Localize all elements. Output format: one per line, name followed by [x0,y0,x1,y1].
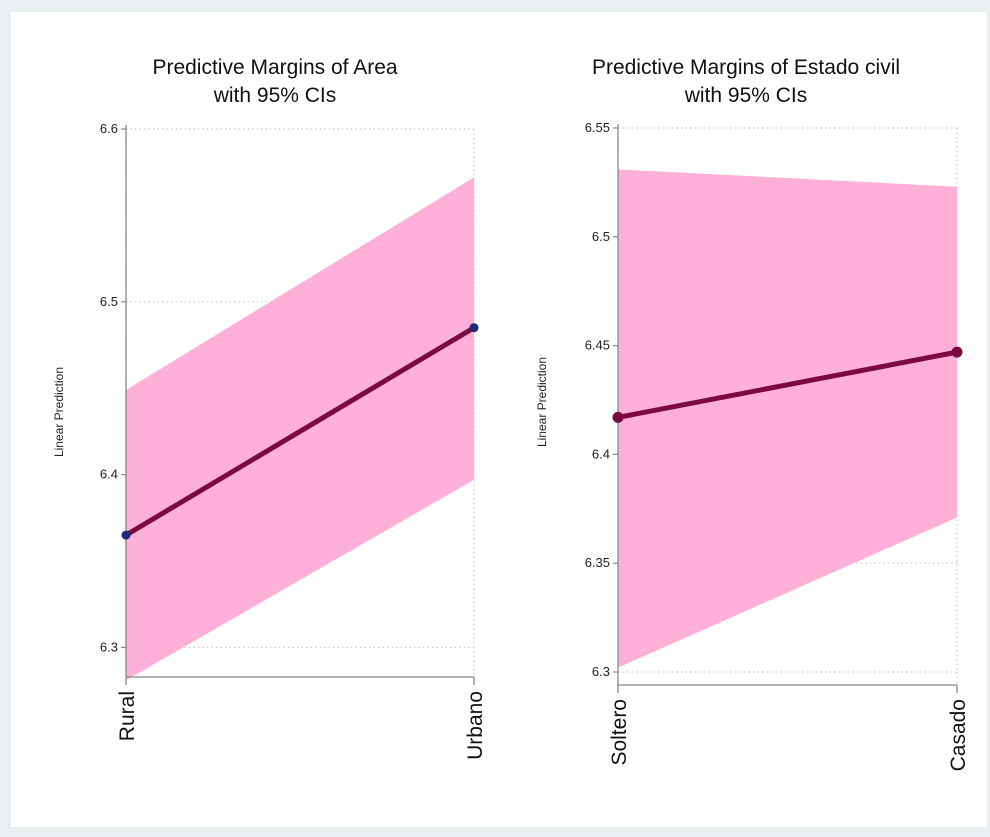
data-point-rural [121,530,131,540]
figure: Predictive Margins of Area with 95% CIs Li… [11,12,987,827]
chart-panel-estado-civil: Predictive Margins of Estado civil with 9… [535,56,970,771]
prediction-line [123,325,477,538]
y-tick-label: 6.55 [585,120,610,135]
y-tick-label: 6.35 [585,555,610,570]
data-point-urbano [469,323,479,333]
charts-svg: Predictive Margins of Area with 95% CIs Li… [52,56,970,771]
chart-subtitle: with 95% CIs [213,84,337,107]
chart-title: Predictive Margins of Area [152,56,397,79]
chart-title: Predictive Margins of Estado civil [592,56,900,79]
y-tick-label: 6.5 [100,294,118,309]
chart-subtitle: with 95% CIs [684,84,808,107]
y-tick-label: 6.4 [100,467,118,482]
prediction-line [615,349,960,420]
chart-panel-area: Predictive Margins of Area with 95% CIs Li… [52,56,487,760]
y-tick-label: 6.3 [592,664,610,679]
y-tick-label: 6.6 [100,121,118,136]
ci-band [618,169,957,668]
y-tick-label: 6.45 [585,338,610,353]
x-tick-label-casado: Casado [947,699,970,771]
x-tick-label-rural: Rural [116,691,139,741]
x-tick-label-urbano: Urbano [464,691,487,760]
y-tick-label: 6.5 [592,229,610,244]
y-axis-label: Linear Prediction [535,357,549,447]
data-point-casado [951,346,963,358]
data-point-soltero [612,411,624,423]
x-tick-label-soltero: Soltero [608,699,631,766]
y-tick-label: 6.3 [100,639,118,654]
y-axis-label: Linear Prediction [52,367,66,457]
y-tick-label: 6.4 [592,446,610,461]
